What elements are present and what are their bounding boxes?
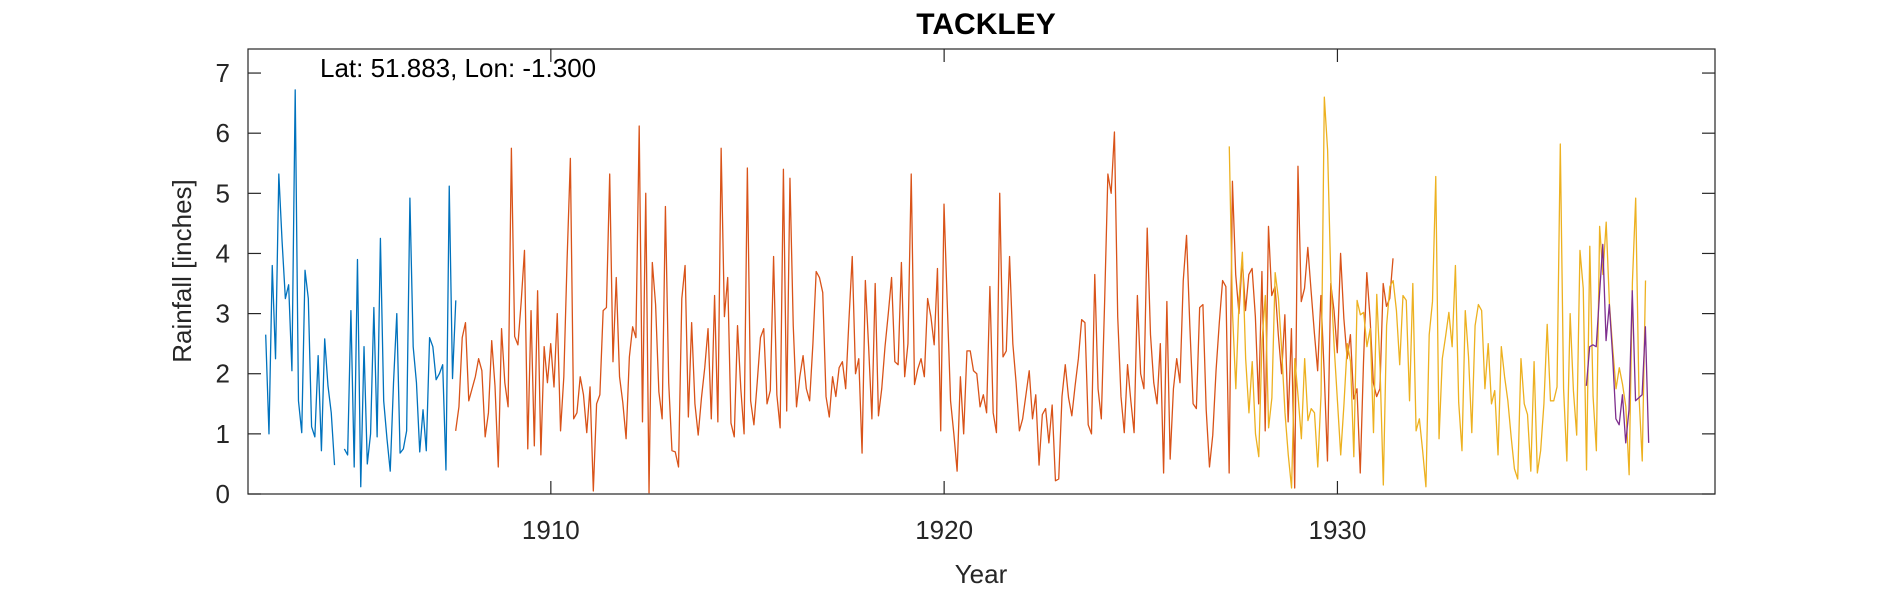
y-tick-label: 3	[216, 299, 230, 329]
y-tick-label: 2	[216, 359, 230, 389]
y-tick-label: 6	[216, 118, 230, 148]
series-layer	[265, 89, 1650, 494]
y-tick-label: 5	[216, 178, 230, 208]
y-axis-label: Rainfall [inches]	[167, 179, 197, 363]
y-tick-label: 7	[216, 58, 230, 88]
chart-title: TACKLEY	[916, 8, 1055, 41]
series-line-2	[455, 125, 1394, 494]
location-annotation: Lat: 51.883, Lon: -1.300	[320, 53, 596, 83]
x-tick-label: 1930	[1309, 515, 1367, 545]
y-tick-label: 4	[216, 238, 230, 268]
x-tick-label: 1910	[522, 515, 580, 545]
y-tick-label: 1	[216, 419, 230, 449]
y-tick-label: 0	[216, 479, 230, 509]
x-tick-label: 1920	[915, 515, 973, 545]
series-line-1	[265, 89, 457, 488]
x-axis-label: Year	[955, 559, 1008, 589]
plot-area	[247, 48, 1716, 495]
series-line-4	[1585, 243, 1650, 444]
series-line-3	[1228, 96, 1647, 489]
axis-layer: 0 1 2 3 4 5 6 7 1910 1920 1930	[216, 49, 1715, 545]
